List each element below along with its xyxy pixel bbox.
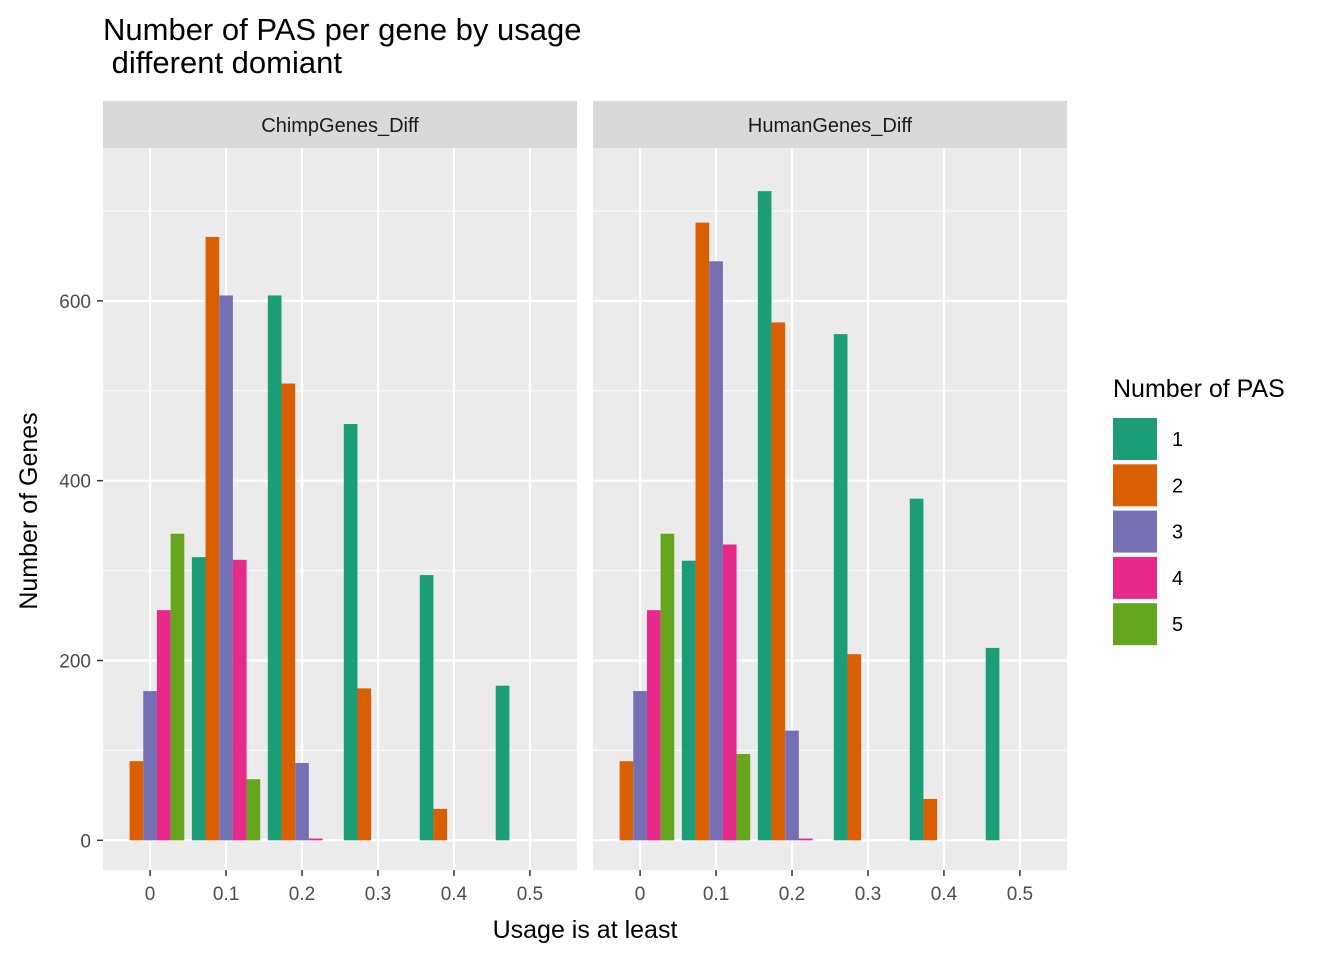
legend-swatch: [1113, 510, 1157, 553]
legend: Number of PAS 1 2 3 4 5: [1113, 375, 1285, 646]
bar-pas-2: [695, 222, 710, 841]
bar-pas-2: [129, 761, 144, 841]
strip-label: ChimpGenes_Diff: [261, 115, 419, 137]
bar-pas-3: [219, 295, 233, 841]
bar-pas-5: [246, 779, 261, 841]
bar-pas-5: [170, 533, 185, 841]
bar-pas-2: [357, 688, 372, 841]
y-tick-label: 0: [80, 831, 91, 852]
chart-title-line: Number of PAS per gene by usage: [103, 12, 582, 47]
x-tick-label: 0.2: [779, 884, 805, 905]
strip-label: HumanGenes_Diff: [748, 115, 913, 137]
legend-label: 5: [1172, 614, 1183, 636]
bar-pas-1: [495, 685, 510, 841]
bar-pas-1: [343, 424, 358, 841]
x-axis-title: Usage is at least: [493, 916, 678, 944]
x-tick-label: 0.3: [855, 884, 881, 905]
bar-pas-3: [143, 691, 157, 841]
legend-label: 2: [1172, 475, 1183, 497]
legend-swatch: [1113, 603, 1157, 646]
legend-swatch: [1113, 464, 1157, 507]
bar-pas-2: [923, 798, 938, 841]
bar-pas-3: [295, 763, 309, 841]
legend-label: 4: [1172, 568, 1183, 590]
bar-pas-5: [660, 533, 675, 841]
y-tick-label: 600: [59, 292, 91, 313]
legend-swatch: [1113, 556, 1157, 599]
bar-pas-4: [722, 544, 737, 841]
x-tick-label: 0.1: [703, 884, 729, 905]
panel-0: ChimpGenes_Diff 0 0.1 0.2 0.3 0.4 0.5: [103, 101, 577, 905]
bar-pas-1: [757, 191, 772, 841]
bar-pas-3: [633, 691, 647, 841]
strip-background: [103, 101, 577, 148]
x-tick-label: 0.4: [931, 884, 958, 905]
y-tick-label: 200: [59, 652, 91, 673]
bar-pas-2: [771, 322, 786, 841]
x-tick-label: 0: [145, 884, 156, 905]
x-tick-label: 0.5: [517, 884, 543, 905]
bar-pas-2: [205, 237, 220, 841]
bar-pas-4: [308, 838, 323, 841]
legend-swatch: [1113, 418, 1157, 460]
bar-pas-5: [736, 754, 751, 841]
bar-pas-4: [232, 559, 247, 841]
x-tick-label: 0.2: [289, 884, 315, 905]
x-tick-label: 0.5: [1007, 884, 1033, 905]
y-tick-label: 400: [59, 472, 91, 493]
bar-pas-1: [985, 647, 1000, 841]
bar-pas-3: [785, 730, 799, 841]
legend-title: Number of PAS: [1113, 375, 1285, 403]
bar-pas-1: [833, 334, 848, 841]
strip-background: [593, 101, 1067, 148]
bar-pas-3: [709, 261, 723, 841]
y-axis: 0 200 400 600: [59, 292, 103, 852]
bar-pas-2: [433, 808, 448, 841]
bar-pas-1: [267, 295, 282, 841]
bar-pas-1: [191, 557, 206, 841]
x-tick-label: 0.4: [441, 884, 468, 905]
x-tick-label: 0.1: [213, 884, 239, 905]
bar-pas-2: [281, 383, 296, 841]
x-tick-label: 0: [635, 884, 646, 905]
chart-title-line: different domiant: [103, 45, 342, 80]
chart-title: Number of PAS per gene by usage differen…: [103, 12, 582, 80]
bar-pas-2: [619, 761, 634, 841]
bar-pas-4: [156, 610, 171, 841]
bar-pas-1: [909, 498, 924, 841]
bar-pas-4: [646, 610, 661, 841]
bar-pas-2: [847, 654, 862, 841]
bar-pas-4: [798, 838, 813, 841]
bar-pas-1: [419, 575, 434, 841]
legend-label: 3: [1172, 522, 1183, 544]
y-axis-title: Number of Genes: [15, 412, 43, 609]
bar-pas-1: [681, 560, 696, 841]
panel-1: HumanGenes_Diff 0 0.1 0.2 0.3 0.4 0.5: [593, 101, 1067, 905]
legend-label: 1: [1172, 429, 1183, 451]
x-tick-label: 0.3: [365, 884, 391, 905]
